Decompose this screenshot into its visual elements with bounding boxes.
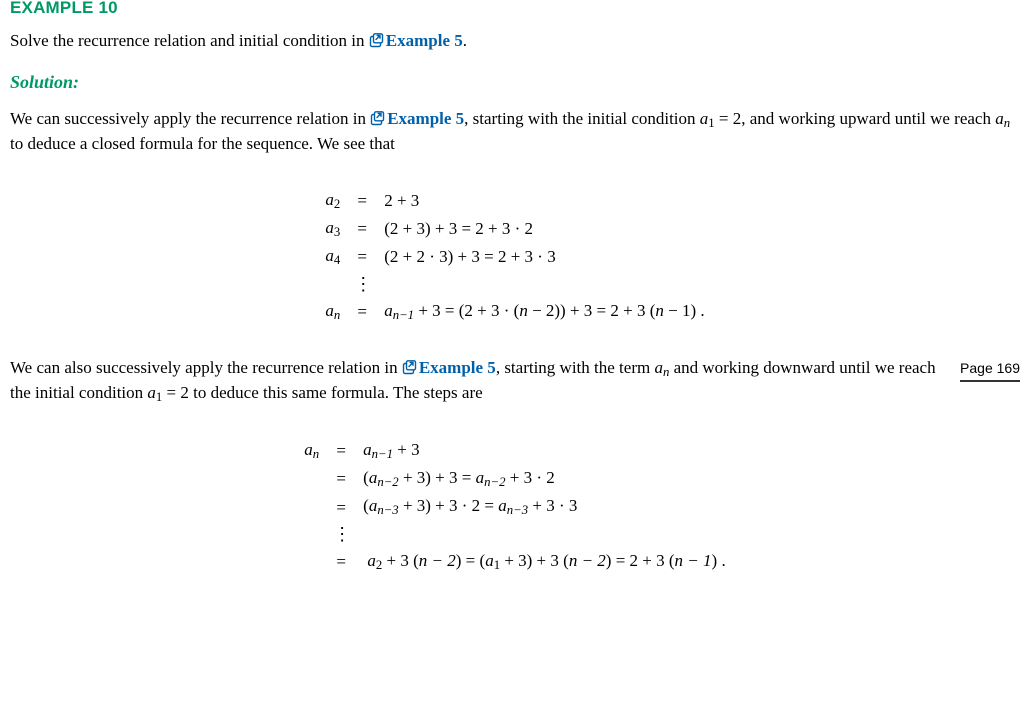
eqn-row: a3 = (2 + 3) + 3 = 2 + 3 · 2	[319, 215, 710, 243]
p1-prefix: We can successively apply the recurrence…	[10, 109, 370, 128]
external-link-icon	[369, 33, 384, 48]
example-5-link[interactable]: Example 5	[370, 109, 464, 128]
example-5-link[interactable]: Example 5	[402, 358, 496, 377]
paragraph-1: We can successively apply the recurrence…	[10, 107, 1020, 157]
solution-label: Solution:	[10, 72, 1020, 93]
p1-mid2: , and working upward until we reach	[741, 109, 995, 128]
eqn-row: a2 = 2 + 3	[319, 187, 710, 215]
equation-block-2: an = an−1 + 3 = (an−2 + 3) + 3 = an−2 + …	[10, 437, 1020, 576]
math-an: a	[654, 358, 663, 377]
link-text: Example 5	[386, 31, 463, 50]
p1-tail: to deduce a closed formula for the seque…	[10, 134, 395, 153]
p2-mid1: , starting with the term	[496, 358, 655, 377]
p1-a1eq: = 2	[715, 109, 742, 128]
p2-prefix: We can also successively apply the recur…	[10, 358, 402, 377]
math-sub-n: n	[1004, 116, 1010, 130]
math-a1: a	[147, 383, 156, 402]
p1-mid1: , starting with the initial condition	[464, 109, 700, 128]
paragraph-2: Page 169 We can also successively apply …	[10, 356, 1020, 407]
eqn-vdots: ⋮	[319, 272, 710, 298]
intro-prefix: Solve the recurrence relation and initia…	[10, 31, 369, 50]
eqn-row: = (an−3 + 3) + 3 · 2 = an−3 + 3 · 3	[298, 493, 731, 521]
p2-tail: to deduce this same formula. The steps a…	[189, 383, 483, 402]
equation-block-1: a2 = 2 + 3 a3 = (2 + 3) + 3 = 2 + 3 · 2 …	[10, 187, 1020, 326]
eqn-row: = (an−2 + 3) + 3 = an−2 + 3 · 2	[298, 465, 731, 493]
external-link-icon	[370, 111, 385, 126]
eqn-vdots: ⋮	[298, 522, 731, 548]
eqn-row: an = an−1 + 3 = (2 + 3 · (n − 2)) + 3 = …	[319, 298, 710, 326]
p2-a1eq: = 2	[162, 383, 189, 402]
math-a1: a	[700, 109, 709, 128]
intro-paragraph: Solve the recurrence relation and initia…	[10, 29, 1020, 54]
example-heading: EXAMPLE 10	[10, 0, 1020, 15]
link-text: Example 5	[419, 358, 496, 377]
eqn-row: an = an−1 + 3	[298, 437, 731, 465]
intro-suffix: .	[463, 31, 467, 50]
page-marker: Page 169	[960, 358, 1020, 382]
eqn-row: a4 = (2 + 2 · 3) + 3 = 2 + 3 · 3	[319, 243, 710, 271]
math-an: a	[995, 109, 1004, 128]
link-text: Example 5	[387, 109, 464, 128]
example-5-link[interactable]: Example 5	[369, 31, 463, 50]
external-link-icon	[402, 360, 417, 375]
eqn-row: = a2 + 3 (n − 2) = (a1 + 3) + 3 (n − 2) …	[298, 548, 731, 576]
